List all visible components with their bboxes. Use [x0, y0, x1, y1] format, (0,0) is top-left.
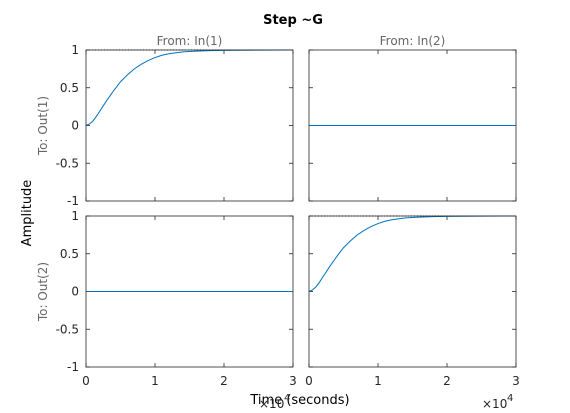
chart-title: Step ~G: [263, 13, 323, 28]
x-tick-label: 0: [305, 374, 313, 388]
x-axis-multiplier: ×10: [482, 397, 507, 411]
column-header: From: In(2): [380, 34, 446, 48]
x-tick-label: 3: [512, 374, 520, 388]
x-tick-label: 1: [151, 374, 159, 388]
y-axis-label: Amplitude: [20, 180, 35, 247]
x-tick-label: 1: [374, 374, 382, 388]
subplot-panel: [308, 49, 517, 202]
x-axis-multiplier-exponent: 4: [507, 393, 513, 404]
y-tick-label: 1: [71, 209, 79, 223]
subplot-panel: [85, 215, 294, 368]
x-tick-label: 2: [443, 374, 451, 388]
x-axis-multiplier: ×10: [259, 397, 284, 411]
y-tick-label: 0: [71, 285, 79, 299]
y-tick-label: 0: [71, 119, 79, 133]
y-tick-label: -0.5: [56, 156, 79, 170]
y-tick-label: -1: [67, 360, 79, 374]
axes-frame: [308, 215, 517, 368]
axes-frame: [308, 49, 517, 202]
y-tick-label: -0.5: [56, 322, 79, 336]
x-tick-label: 3: [289, 374, 297, 388]
y-tick-label: 1: [71, 43, 79, 57]
row-label: To: Out(1): [36, 96, 50, 156]
x-axis-label: Time (seconds): [249, 393, 349, 408]
subplot-panel: [85, 49, 294, 202]
column-header: From: In(1): [157, 34, 223, 48]
panels-layer: From: In(1) From: In(2) To: Out(1) To: Out(…: [36, 34, 520, 411]
subplot-panel: [308, 215, 517, 368]
axes-frame: [85, 215, 294, 368]
y-tick-label: -1: [67, 194, 79, 208]
y-tick-label: 0.5: [60, 247, 79, 261]
axes-frame: [85, 49, 294, 202]
y-tick-label: 0.5: [60, 81, 79, 95]
row-label: To: Out(2): [36, 262, 50, 322]
x-tick-label: 0: [82, 374, 90, 388]
x-tick-label: 2: [220, 374, 228, 388]
x-axis-multiplier-exponent: 4: [284, 393, 290, 404]
